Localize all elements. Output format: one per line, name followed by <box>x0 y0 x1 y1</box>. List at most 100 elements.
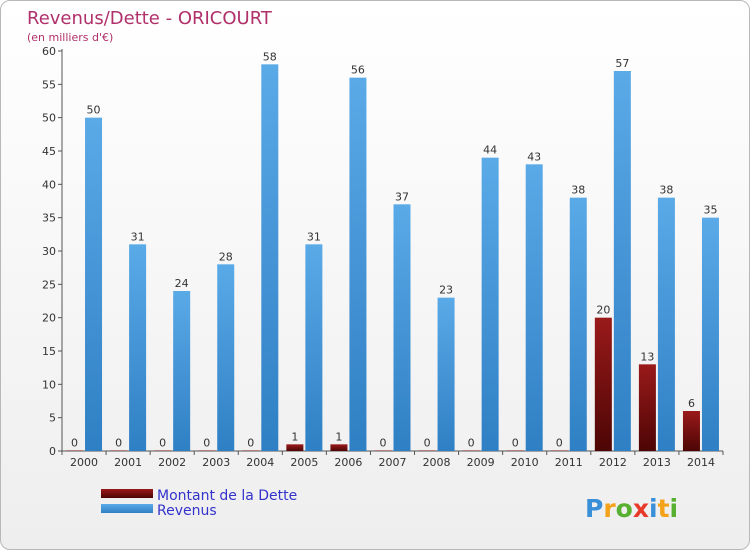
value-label-dette: 0 <box>159 437 166 450</box>
value-label-revenus: 35 <box>703 204 717 217</box>
y-tick-label: 40 <box>42 178 56 191</box>
x-tick-label: 2006 <box>334 456 362 469</box>
value-label-revenus: 31 <box>131 230 145 243</box>
legend-label-revenus: Revenus <box>157 503 217 519</box>
bar-revenus <box>393 204 411 451</box>
value-label-revenus: 58 <box>263 50 277 63</box>
value-label-dette: 0 <box>115 437 122 450</box>
bar-dette <box>682 411 700 451</box>
bar-dette <box>594 317 612 451</box>
value-label-dette: 0 <box>247 437 254 450</box>
bar-revenus <box>129 244 147 451</box>
value-label-revenus: 43 <box>527 150 541 163</box>
bar-dette <box>638 364 656 451</box>
proxiti-logo: Proxiti <box>585 494 678 523</box>
x-tick-label: 2011 <box>555 456 583 469</box>
bar-revenus <box>173 291 191 451</box>
y-tick-label: 55 <box>42 78 56 91</box>
x-tick-label: 2005 <box>290 456 318 469</box>
bar-dette <box>374 450 392 451</box>
x-tick-label: 2008 <box>423 456 451 469</box>
chart-title: Revenus/Dette - ORICOURT <box>27 8 273 29</box>
value-label-revenus: 38 <box>659 184 673 197</box>
x-tick-label: 2012 <box>599 456 627 469</box>
value-label-dette: 0 <box>71 437 78 450</box>
value-label-dette: 6 <box>688 397 695 410</box>
bar-revenus <box>701 217 719 451</box>
value-label-revenus: 37 <box>395 190 409 203</box>
y-tick-label: 0 <box>49 445 56 458</box>
value-label-revenus: 44 <box>483 144 497 157</box>
bar-dette <box>506 450 524 451</box>
value-label-dette: 0 <box>380 437 387 450</box>
legend-swatch-dette <box>101 489 153 498</box>
bar-revenus <box>437 297 455 451</box>
value-label-revenus: 57 <box>615 57 629 70</box>
bar-revenus <box>657 197 675 451</box>
value-label-dette: 20 <box>596 304 610 317</box>
chart-subtitle: (en milliers d'€) <box>27 31 113 44</box>
y-tick-label: 15 <box>42 345 56 358</box>
bar-revenus <box>305 244 323 451</box>
value-label-dette: 1 <box>335 430 342 443</box>
x-tick-label: 2004 <box>246 456 274 469</box>
bar-dette <box>330 444 348 451</box>
value-label-dette: 0 <box>556 437 563 450</box>
bar-revenus <box>349 77 367 452</box>
value-label-revenus: 50 <box>87 104 101 117</box>
y-tick-label: 30 <box>42 245 56 258</box>
bar-dette <box>198 450 216 451</box>
bar-revenus <box>481 157 499 451</box>
y-tick-label: 20 <box>42 312 56 325</box>
x-tick-label: 2002 <box>158 456 186 469</box>
bar-dette <box>154 450 172 451</box>
y-tick-label: 45 <box>42 145 56 158</box>
legend-label-dette: Montant de la Dette <box>157 488 297 504</box>
x-tick-label: 2013 <box>643 456 671 469</box>
x-tick-label: 2009 <box>467 456 495 469</box>
value-label-dette: 0 <box>424 437 431 450</box>
value-label-revenus: 28 <box>219 250 233 263</box>
bar-dette <box>418 450 436 451</box>
bar-revenus <box>613 71 631 451</box>
bar-revenus <box>569 197 587 451</box>
y-tick-label: 35 <box>42 212 56 225</box>
x-tick-label: 2000 <box>70 456 98 469</box>
bar-revenus <box>525 164 543 452</box>
value-label-dette: 0 <box>468 437 475 450</box>
bar-revenus <box>261 64 279 452</box>
value-label-revenus: 23 <box>439 284 453 297</box>
bar-revenus <box>217 264 235 451</box>
value-labels: 0 0 0 0 0 1 1 0 0 0 0 0 20 13 6 50 31 24 28 58 31 56 37 23 44 43 3… <box>71 50 717 449</box>
y-tick-label: 5 <box>49 412 56 425</box>
bar-dette <box>462 450 480 451</box>
x-tick-label: 2003 <box>202 456 230 469</box>
x-tick-label: 2010 <box>511 456 539 469</box>
bar-dette <box>550 450 568 451</box>
bar-dette <box>242 450 260 451</box>
bar-dette <box>286 444 304 451</box>
y-tick-label: 10 <box>42 378 56 391</box>
bars <box>66 64 719 452</box>
value-label-revenus: 24 <box>175 277 189 290</box>
value-label-revenus: 31 <box>307 230 321 243</box>
x-tick-label: 2007 <box>379 456 407 469</box>
bar-revenus <box>85 117 103 452</box>
value-label-dette: 1 <box>291 430 298 443</box>
value-label-dette: 0 <box>512 437 519 450</box>
y-tick-label: 60 <box>42 45 56 58</box>
x-tick-label: 2001 <box>114 456 142 469</box>
value-label-revenus: 38 <box>571 184 585 197</box>
y-tick-label: 25 <box>42 278 56 291</box>
x-tick-label: 2014 <box>687 456 715 469</box>
bar-dette <box>110 450 128 451</box>
value-label-dette: 0 <box>203 437 210 450</box>
y-tick-label: 50 <box>42 112 56 125</box>
value-label-dette: 13 <box>640 350 654 363</box>
legend-swatch-revenus <box>101 504 153 513</box>
legend: Montant de la Dette Revenus <box>101 488 297 519</box>
value-label-revenus: 56 <box>351 64 365 77</box>
